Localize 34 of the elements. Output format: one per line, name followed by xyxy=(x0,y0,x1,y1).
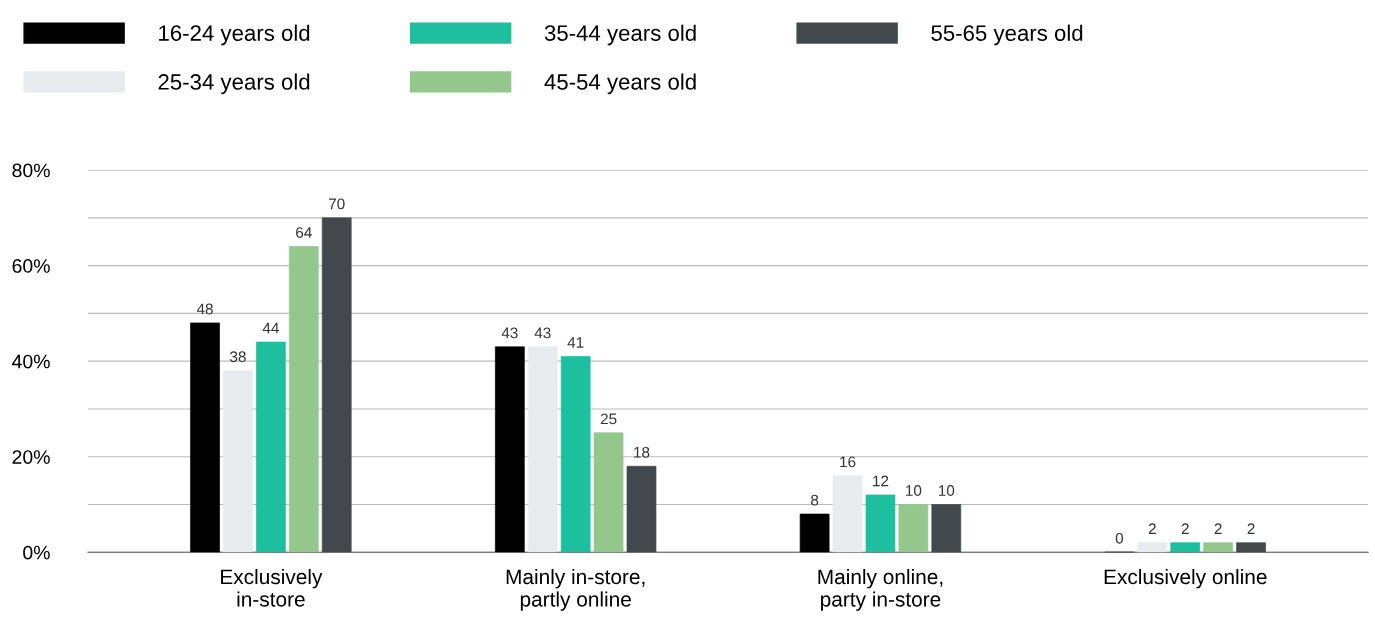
data-label: 12 xyxy=(873,475,889,487)
data-label: 48 xyxy=(196,303,213,315)
legend-label: 35-44 years old xyxy=(544,24,696,46)
data-label: 2 xyxy=(1181,523,1189,534)
data-label: 0 xyxy=(1115,532,1124,544)
data-label: 10 xyxy=(938,485,955,496)
data-label: 43 xyxy=(534,327,551,339)
data-label: 64 xyxy=(296,227,312,238)
data-label: 43 xyxy=(501,327,518,339)
x-tick-label: Exclusively online xyxy=(1104,568,1267,589)
y-tick-label: 80% xyxy=(12,163,50,178)
x-tick-label: Mainly online, party in-store xyxy=(818,568,943,611)
data-label: 8 xyxy=(811,494,819,506)
x-tick-label: Mainly in-store, partly online xyxy=(506,568,645,611)
legend-label: 55-65 years old xyxy=(931,24,1083,46)
legend-label: 25-34 years old xyxy=(158,73,310,95)
data-label: 2 xyxy=(1247,523,1255,534)
y-tick-label: 20% xyxy=(12,450,50,464)
data-label: 25 xyxy=(600,413,617,425)
data-label: 2 xyxy=(1214,523,1222,534)
y-tick-label: 0% xyxy=(23,545,50,560)
data-label: 2 xyxy=(1148,523,1156,534)
data-label: 38 xyxy=(230,351,246,363)
y-tick-label: 60% xyxy=(12,259,50,273)
data-label: 44 xyxy=(262,322,279,334)
data-label: 16 xyxy=(840,456,856,468)
data-label: 70 xyxy=(329,198,345,210)
data-label: 18 xyxy=(634,446,650,458)
y-tick-label: 40% xyxy=(12,354,50,369)
data-label: 41 xyxy=(567,337,584,348)
legend-label: 45-54 years old xyxy=(544,73,696,95)
data-label: 10 xyxy=(906,485,922,496)
legend-label: 16-24 years old xyxy=(159,24,310,46)
x-tick-label: Exclusively in-store xyxy=(221,568,323,607)
